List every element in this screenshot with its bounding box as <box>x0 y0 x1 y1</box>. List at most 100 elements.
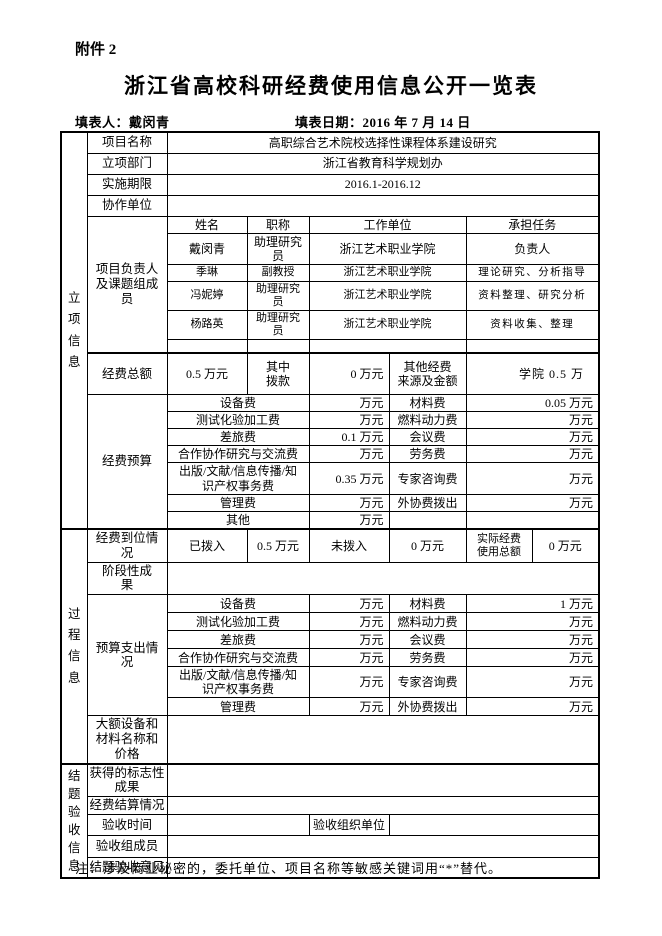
received-value: 0.5 万元 <box>246 528 310 563</box>
member-name <box>166 338 248 354</box>
expenditure-value: 1 万元 <box>465 594 600 614</box>
budget-item: 专家咨询费 <box>388 462 467 495</box>
budget-value: 万元 <box>465 410 600 430</box>
section-process: 过程信息 <box>60 528 88 765</box>
partner-value <box>166 194 600 217</box>
period-label: 实施期限 <box>86 173 168 196</box>
member-task: 负责人 <box>465 232 600 265</box>
budget-value: 万元 <box>465 428 600 447</box>
budget-value: 0.1 万元 <box>308 428 390 447</box>
settlement-value <box>166 796 600 815</box>
project-name-value: 高职综合艺术院校选择性课程体系建设研究 <box>166 131 600 154</box>
expenditure-value: 万元 <box>308 697 390 717</box>
info-table: 立项信息 项目名称 高职综合艺术院校选择性课程体系建设研究 立项部门 浙江省教育… <box>60 131 601 880</box>
member-task: 资料整理、研究分析 <box>465 280 600 311</box>
member-header-name: 姓名 <box>166 215 248 234</box>
meta-line: 填表人：戴闵青 填表日期：2016 年 7 月 14 日 <box>75 112 595 131</box>
stage-results-label: 阶段性成 果 <box>86 561 168 596</box>
department-value: 浙江省教育科学规划办 <box>166 152 600 175</box>
member-title: 助理研究 员 <box>246 280 310 311</box>
date-value: 2016 年 7 月 14 日 <box>362 115 471 130</box>
acceptance-time-label: 验收时间 <box>86 813 168 836</box>
budget-item: 会议费 <box>388 428 467 447</box>
acceptance-team-label: 验收组成员 <box>86 834 168 858</box>
budget-value: 0.35 万元 <box>308 462 390 495</box>
section-conclusion-label: 结题验收信息 <box>67 768 81 874</box>
acceptance-org-label: 验收组织单位 <box>308 813 390 836</box>
acceptance-opinion-value <box>166 856 600 879</box>
expenditure-value: 万元 <box>308 612 390 632</box>
used-total-value: 0 万元 <box>531 528 600 563</box>
milestone-label: 获得的标志性 成果 <box>86 762 168 798</box>
expenditure-value: 万元 <box>308 666 390 699</box>
expenditure-item: 燃料动力费 <box>388 612 467 632</box>
expenditure-value: 万元 <box>308 648 390 668</box>
budget-item: 测试化验加工费 <box>166 410 310 430</box>
filler-label: 填表人： <box>75 115 130 130</box>
partner-label: 协作单位 <box>86 194 168 217</box>
expenditure-item: 会议费 <box>388 630 467 650</box>
budget-value: 万元 <box>465 493 600 512</box>
budget-label: 经费预算 <box>86 393 168 530</box>
member-name: 杨路英 <box>166 309 248 340</box>
member-name: 季琳 <box>166 263 248 282</box>
expenditure-label: 预算支出情 况 <box>86 594 168 717</box>
date-label: 填表日期： <box>295 115 363 130</box>
pending-value: 0 万元 <box>388 528 467 563</box>
member-task: 理论研究、分析指导 <box>465 263 600 282</box>
budget-item: 材料费 <box>388 393 467 413</box>
member-task: 资料收集、整理 <box>465 309 600 340</box>
footnote: 注：涉及商业秘密的，委托单位、项目名称等敏感关键词用“*”替代。 <box>75 861 503 876</box>
budget-value: 万元 <box>308 410 390 430</box>
budget-item: 外协费拨出 <box>388 493 467 512</box>
member-title <box>246 338 310 354</box>
budget-item <box>388 510 467 530</box>
acceptance-opinion-label: 结题验收意见 <box>86 856 168 879</box>
budget-item: 设备费 <box>166 393 310 413</box>
filler-name: 戴闵青 <box>129 115 170 130</box>
section-process-label: 过程信息 <box>67 606 81 685</box>
page-title: 浙江省高校科研经费使用信息公开一览表 <box>124 74 538 98</box>
expenditure-item: 管理费 <box>166 697 310 717</box>
section-establishment-label: 立项信息 <box>67 291 81 369</box>
expenditure-item: 出版/文献/信息传播/知 识产权事务费 <box>166 666 310 699</box>
expenditure-value: 万元 <box>465 697 600 717</box>
expenditure-value: 万元 <box>308 594 390 614</box>
period-value: 2016.1-2016.12 <box>166 173 600 196</box>
expenditure-value: 万元 <box>465 666 600 699</box>
attachment-label: 附件 2 <box>75 42 117 58</box>
large-items-label: 大额设备和 材料名称和 价格 <box>86 715 168 765</box>
date-group: 填表日期：2016 年 7 月 14 日 <box>295 112 471 131</box>
expenditure-value: 万元 <box>465 612 600 632</box>
budget-item: 其他 <box>166 510 310 530</box>
member-org: 浙江艺术职业学院 <box>308 232 467 265</box>
expenditure-item: 差旅费 <box>166 630 310 650</box>
budget-item: 合作协作研究与交流费 <box>166 445 310 464</box>
member-header-task: 承担任务 <box>465 215 600 234</box>
budget-item: 出版/文献/信息传播/知 识产权事务费 <box>166 462 310 495</box>
funding-total-value: 0.5 万元 <box>166 352 248 395</box>
expenditure-item: 材料费 <box>388 594 467 614</box>
member-header-org: 工作单位 <box>308 215 467 234</box>
other-source-value: 学院 0.5 万 <box>465 352 600 395</box>
milestone-value <box>166 762 600 798</box>
member-title: 助理研究 员 <box>246 309 310 340</box>
section-establishment: 立项信息 <box>60 131 88 530</box>
expenditure-item: 劳务费 <box>388 648 467 668</box>
grant-value: 0 万元 <box>308 352 390 395</box>
budget-item: 劳务费 <box>388 445 467 464</box>
budget-value: 0.05 万元 <box>465 393 600 413</box>
budget-value: 万元 <box>308 493 390 512</box>
expenditure-item: 外协费拨出 <box>388 697 467 717</box>
stage-results-value <box>166 561 600 596</box>
project-name-label: 项目名称 <box>86 131 168 154</box>
other-source-label: 其他经费 来源及金额 <box>388 352 467 395</box>
funding-status-label: 经费到位情 况 <box>86 528 168 563</box>
acceptance-time-value <box>166 813 310 836</box>
budget-value: 万元 <box>308 445 390 464</box>
budget-value: 万元 <box>465 445 600 464</box>
expenditure-item: 专家咨询费 <box>388 666 467 699</box>
member-org <box>308 338 467 354</box>
expenditure-item: 合作协作研究与交流费 <box>166 648 310 668</box>
